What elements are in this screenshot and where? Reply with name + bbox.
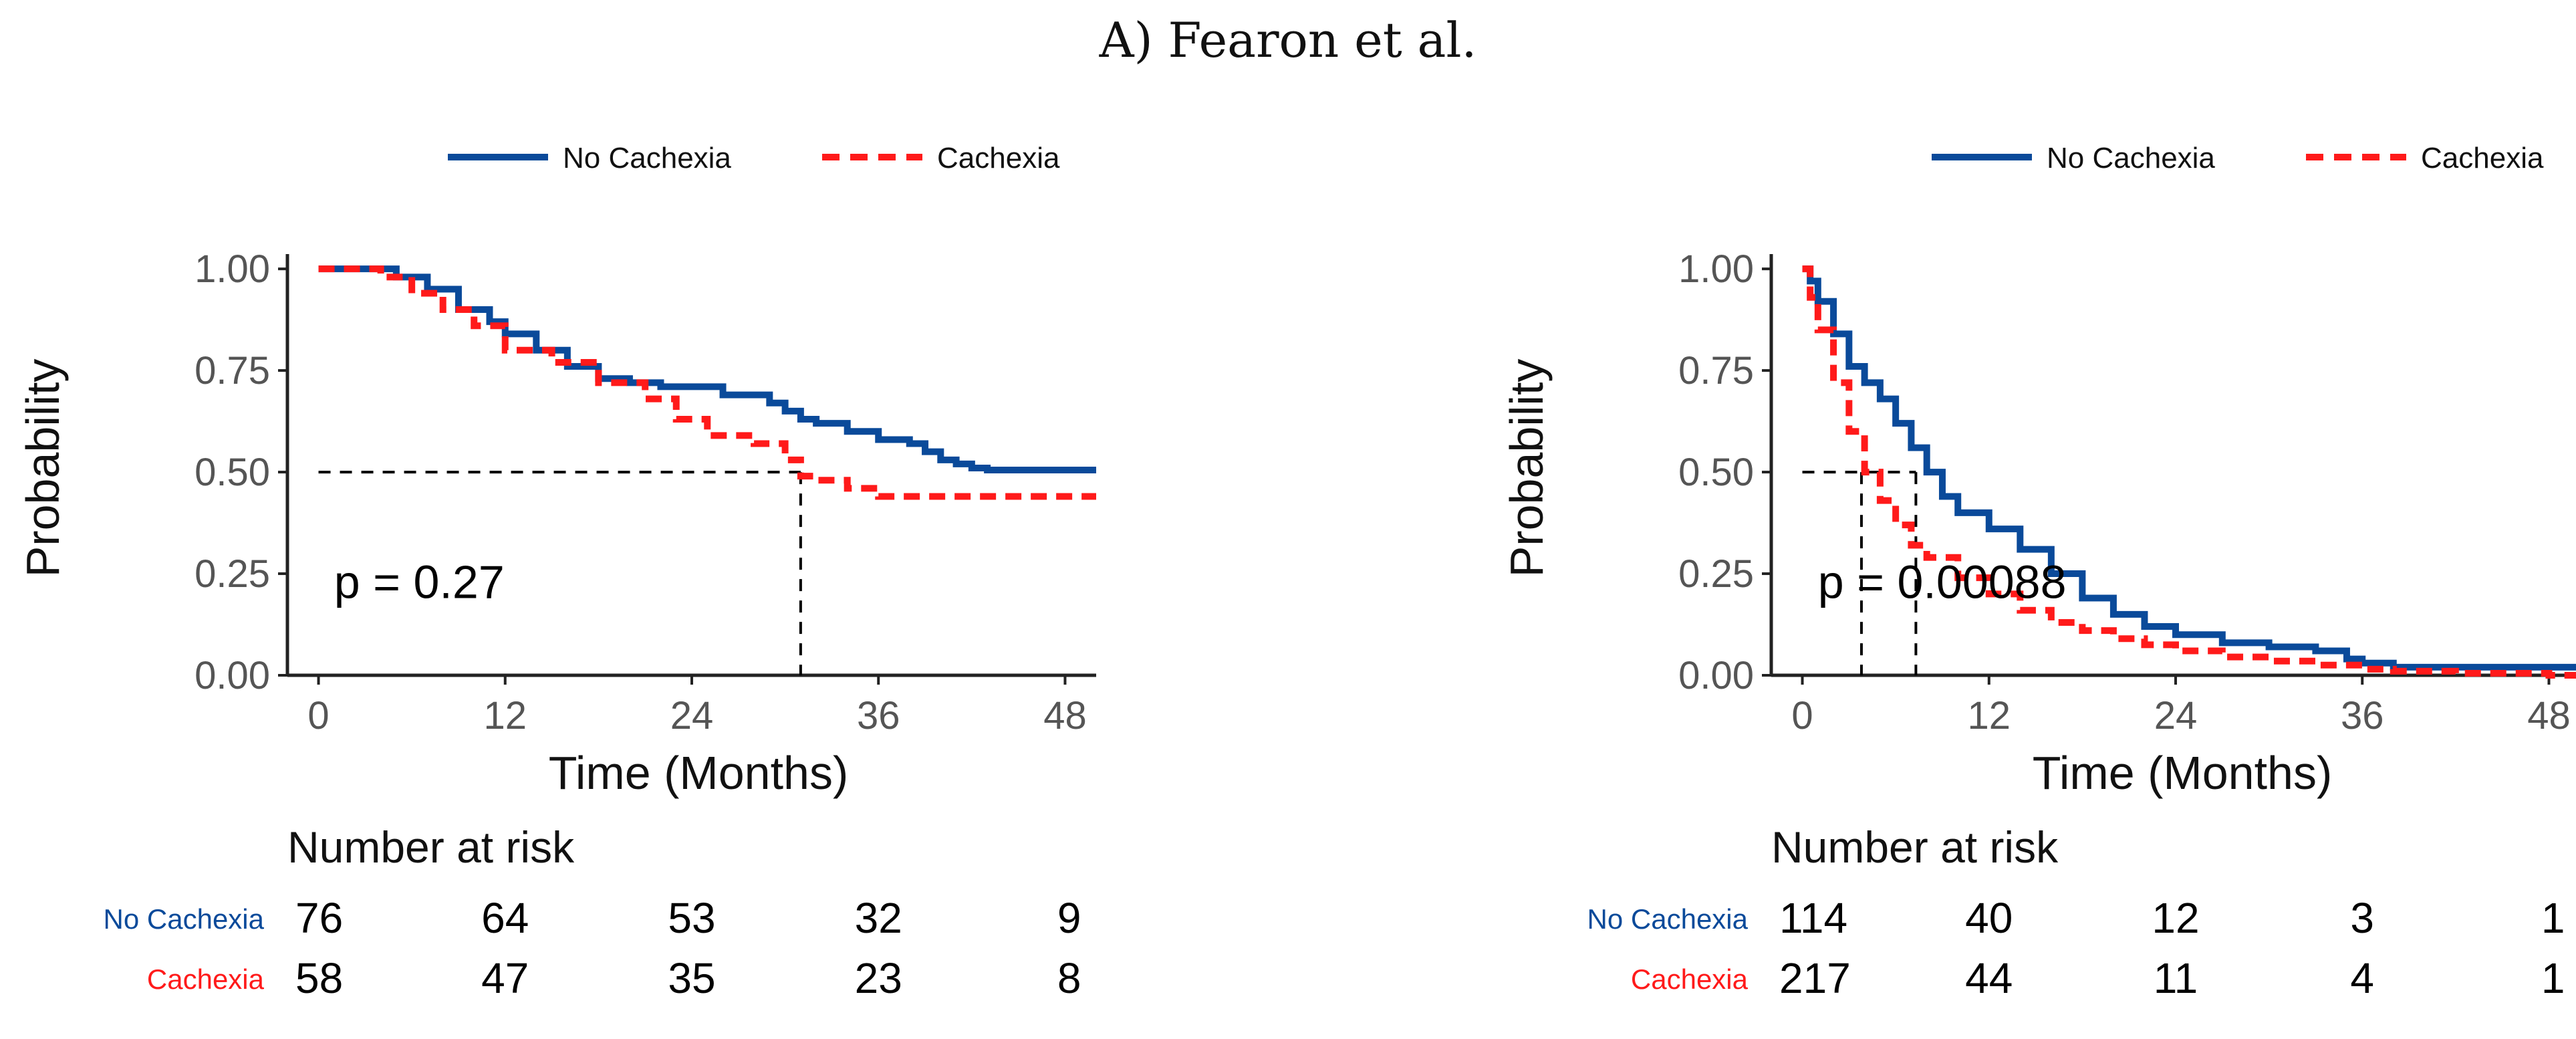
risk-row-label: No Cachexia	[1587, 903, 1749, 935]
figure-title: A) Fearon et al.	[1099, 12, 1477, 68]
y-axis-label: Probability	[17, 359, 69, 578]
risk-count: 11	[2154, 954, 2198, 1002]
x-axis-label: Time (Months)	[2033, 747, 2333, 799]
x-tick-label: 48	[2527, 694, 2571, 737]
y-tick-label: 0.75	[1678, 349, 1754, 392]
risk-count: 1	[2541, 894, 2565, 942]
y-tick-label: 0.50	[195, 451, 270, 494]
survival-curve-cachexia	[1802, 265, 2576, 679]
legend-label-no-cachexia: No Cachexia	[563, 142, 731, 175]
risk-count: 114	[1779, 894, 1847, 942]
risk-count: 23	[855, 954, 902, 1002]
survival-curve-no-cachexia	[318, 265, 1096, 474]
y-axis-label: Probability	[1501, 359, 1553, 578]
y-tick-label: 0.75	[195, 349, 270, 392]
risk-row-label: Cachexia	[147, 963, 265, 995]
legend: No Cachexia Cachexia	[448, 142, 1060, 175]
risk-count: 1	[2541, 954, 2565, 1002]
legend-label-no-cachexia: No Cachexia	[2047, 142, 2215, 175]
risk-count: 217	[1779, 954, 1851, 1002]
risk-table-title: Number at risk	[287, 822, 575, 872]
y-tick-label: 0.25	[195, 552, 270, 596]
risk-count: 3	[2350, 894, 2374, 942]
y-tick-label: 1.00	[195, 247, 270, 291]
p-value-label: p = 0.00088	[1818, 556, 2067, 608]
risk-count: 76	[295, 894, 343, 942]
survival-curve-cachexia	[318, 265, 1096, 500]
p-value-label: p = 0.27	[334, 556, 505, 608]
x-tick-label: 0	[307, 694, 329, 737]
y-tick-label: 0.50	[1678, 451, 1754, 494]
x-tick-label: 0	[1791, 694, 1813, 737]
km-panel-right: No Cachexia Cachexia 0.00 0.25 0.50 0.75 1.00 0…	[1501, 142, 2576, 1002]
risk-count: 35	[668, 954, 715, 1002]
y-tick-label: 0.00	[1678, 654, 1754, 697]
x-tick-label: 36	[2341, 694, 2384, 737]
x-tick-label: 12	[1968, 694, 2011, 737]
risk-count: 44	[1965, 954, 2013, 1002]
y-tick-label: 0.00	[195, 654, 270, 697]
risk-count: 32	[855, 894, 902, 942]
risk-count: 47	[481, 954, 529, 1002]
legend: No Cachexia Cachexia	[1932, 142, 2544, 175]
x-axis-label: Time (Months)	[549, 747, 849, 799]
risk-table-title: Number at risk	[1771, 822, 2059, 872]
risk-count: 9	[1057, 894, 1081, 942]
legend-label-cachexia: Cachexia	[2421, 142, 2544, 175]
y-tick-label: 1.00	[1678, 247, 1754, 291]
y-tick-label: 0.25	[1678, 552, 1754, 596]
x-tick-label: 24	[2154, 694, 2198, 737]
x-tick-label: 24	[670, 694, 714, 737]
risk-row-label: No Cachexia	[104, 903, 265, 935]
risk-count: 8	[1057, 954, 1081, 1002]
risk-count: 53	[668, 894, 715, 942]
survival-curve-no-cachexia	[1802, 265, 2576, 671]
x-tick-label: 12	[484, 694, 527, 737]
risk-row-label: Cachexia	[1631, 963, 1749, 995]
risk-count: 58	[295, 954, 343, 1002]
risk-count: 40	[1965, 894, 2013, 942]
risk-count: 64	[481, 894, 529, 942]
x-tick-label: 48	[1043, 694, 1087, 737]
x-tick-label: 36	[857, 694, 900, 737]
risk-count: 12	[2152, 894, 2199, 942]
legend-label-cachexia: Cachexia	[937, 142, 1060, 175]
risk-count: 4	[2350, 954, 2374, 1002]
km-panel-left: No Cachexia Cachexia 0.00 0.25 0.50 0.75 1.00 0…	[17, 142, 1096, 1002]
